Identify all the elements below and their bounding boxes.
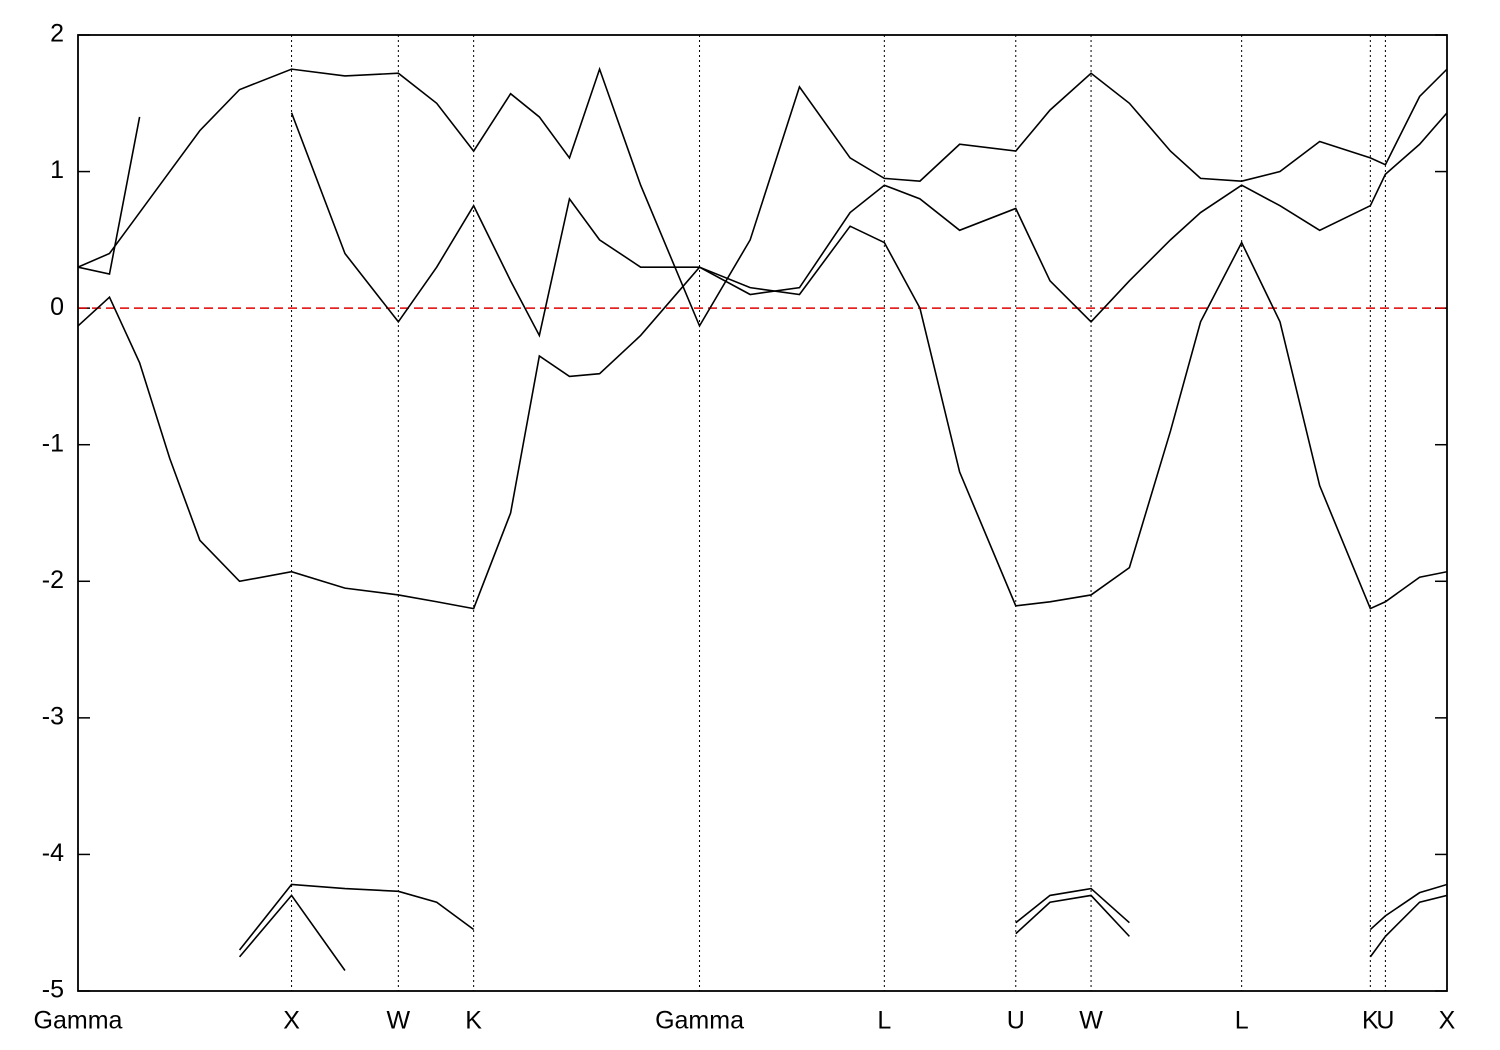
x-tick-label: L: [1235, 1007, 1249, 1035]
band-line: [78, 112, 1447, 338]
x-tick-label: X: [283, 1007, 300, 1035]
x-tick-label: K: [465, 1007, 482, 1035]
x-tick-label: U: [1376, 1007, 1394, 1035]
y-tick-label: -4: [42, 839, 64, 867]
band-line: [238, 883, 1447, 951]
x-tick-label: L: [877, 1007, 891, 1035]
y-tick-label: 0: [50, 293, 64, 321]
y-tick-label: -2: [42, 566, 64, 594]
y-tick-label: 1: [50, 156, 64, 184]
x-tick-label: W: [387, 1007, 411, 1035]
x-tick-label: X: [1439, 1007, 1456, 1035]
plot-frame: [77, 34, 1448, 992]
x-tick-label: Gamma: [655, 1007, 744, 1035]
y-tick-label: 2: [50, 20, 64, 48]
x-tick-label: K: [1362, 1007, 1379, 1035]
y-tick-label: -3: [42, 702, 64, 730]
y-tick-label: -5: [42, 976, 64, 1004]
x-tick-label: Gamma: [34, 1007, 123, 1035]
band-line: [78, 66, 1447, 328]
x-tick-label: U: [1007, 1007, 1025, 1035]
x-tick-label: W: [1079, 1007, 1103, 1035]
band-line: [238, 894, 1447, 971]
y-tick-label: -1: [42, 429, 64, 457]
